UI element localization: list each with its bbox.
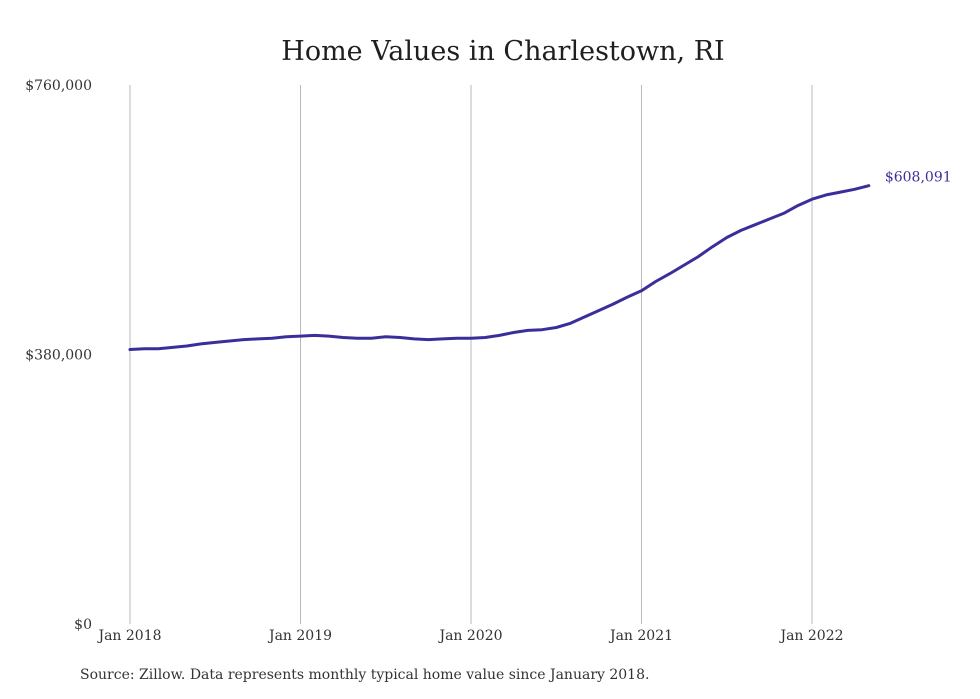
y-axis-ticks: $0 $380,000 $760,000 (25, 78, 92, 633)
y-tick-label: $760,000 (25, 78, 92, 94)
source-note: Source: Zillow. Data represents monthly … (80, 667, 650, 683)
x-tick-label: Jan 2021 (608, 628, 673, 644)
x-tick-label: Jan 2018 (96, 628, 161, 644)
end-value-label: $608,091 (885, 170, 952, 186)
y-tick-label: $380,000 (25, 348, 92, 364)
y-tick-label: $0 (74, 617, 92, 633)
series-line (128, 184, 871, 351)
gridlines (129, 85, 813, 624)
chart-title: Home Values in Charlestown, RI (281, 36, 724, 67)
x-tick-label: Jan 2022 (778, 628, 843, 644)
series-layer (128, 184, 871, 351)
x-axis-ticks: Jan 2018 Jan 2019 Jan 2020 Jan 2021 Jan 2022 (96, 628, 843, 644)
x-tick-label: Jan 2020 (437, 628, 502, 644)
x-tick-label: Jan 2019 (267, 628, 332, 644)
